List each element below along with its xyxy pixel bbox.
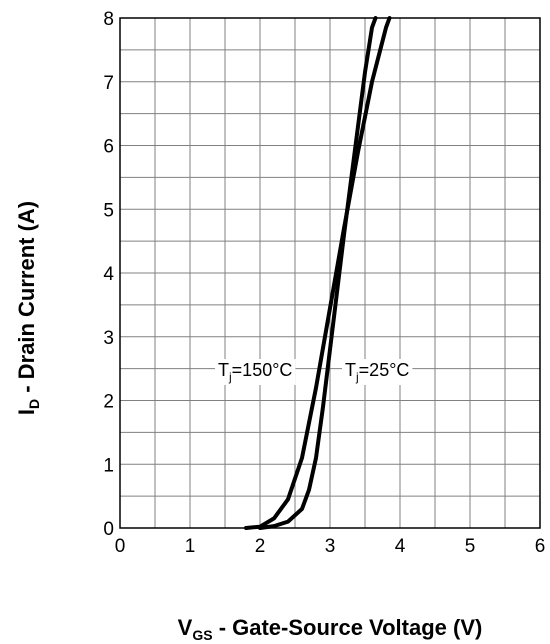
- y-tick-label: 5: [103, 200, 114, 221]
- x-tick-label: 4: [395, 536, 406, 557]
- x-tick-label: 2: [255, 536, 266, 557]
- x-tick-label: 1: [185, 536, 196, 557]
- y-tick-label: 1: [103, 455, 114, 476]
- y-tick-label: 4: [103, 264, 114, 285]
- x-tick-label: 3: [325, 536, 336, 557]
- y-tick-label: 7: [103, 73, 114, 94]
- y-tick-label: 2: [103, 392, 114, 413]
- svg-text:Tj=150°C: Tj=150°C: [218, 360, 292, 384]
- y-tick-label: 0: [103, 519, 114, 540]
- y-tick-label: 3: [103, 328, 114, 349]
- y-axis-title: ID - Drain Current (A): [14, 201, 42, 415]
- series-label-tj-150: Tj=150°C: [215, 359, 296, 385]
- series-label-tj-25: Tj=25°C: [342, 359, 413, 385]
- x-tick-label: 5: [465, 536, 476, 557]
- y-tick-labels: 0 1 2 3 4 5 6 7 8: [103, 9, 114, 540]
- y-tick-label: 8: [103, 9, 114, 30]
- x-axis-title: VGS - Gate-Source Voltage (V): [178, 615, 483, 643]
- y-tick-label: 6: [103, 137, 114, 158]
- curves: [244, 16, 392, 530]
- plot-frame: [119, 17, 541, 529]
- x-tick-label: 6: [535, 536, 546, 557]
- series-line-0: [244, 16, 392, 530]
- x-tick-labels: 0 1 2 3 4 5 6: [115, 536, 546, 557]
- series-line-1: [258, 16, 378, 530]
- svg-text:Tj=25°C: Tj=25°C: [345, 360, 409, 384]
- x-tick-label: 0: [115, 536, 126, 557]
- grid: [120, 18, 540, 528]
